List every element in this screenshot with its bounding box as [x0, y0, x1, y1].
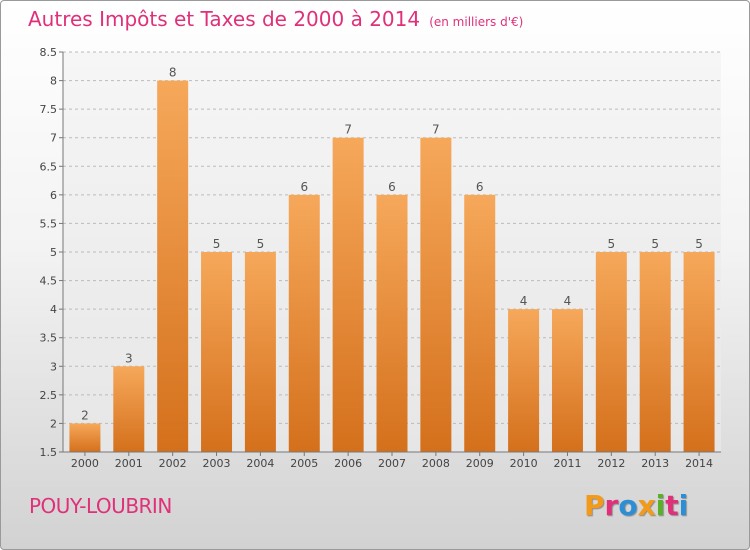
data-label: 6	[388, 180, 396, 194]
bar-2013	[639, 252, 671, 452]
y-tick-label: 3.5	[40, 332, 58, 345]
brand-letter: o	[618, 489, 638, 522]
x-tick-label: 2011	[553, 457, 581, 470]
x-tick-label: 2008	[422, 457, 450, 470]
bar-2012	[595, 252, 627, 452]
y-tick-label: 4	[50, 303, 57, 316]
y-tick-label: 7	[50, 132, 57, 145]
bar-2008	[420, 137, 452, 452]
x-tick-label: 2004	[246, 457, 274, 470]
x-tick-label: 2014	[685, 457, 713, 470]
chart-subtitle: (en milliers d'€)	[429, 15, 524, 29]
data-label: 5	[608, 237, 616, 251]
place-name: POUY-LOUBRIN	[29, 494, 172, 518]
data-label: 3	[125, 351, 133, 365]
y-tick-label: 2.5	[40, 389, 58, 402]
bar-2014	[683, 252, 715, 452]
bar-2011	[551, 309, 583, 452]
x-tick-label: 2007	[378, 457, 406, 470]
y-tick-label: 5.5	[40, 217, 58, 230]
x-tick-label: 2012	[597, 457, 625, 470]
brand-letter: r	[604, 489, 619, 522]
data-label: 7	[344, 123, 352, 137]
data-label: 6	[476, 180, 484, 194]
data-label: 2	[81, 408, 89, 422]
bar-2003	[201, 252, 233, 452]
chart-title-row: Autres Impôts et Taxes de 2000 à 2014 (e…	[28, 7, 523, 31]
data-label: 6	[300, 180, 308, 194]
y-tick-label: 7.5	[40, 103, 58, 116]
x-tick-label: 2005	[290, 457, 318, 470]
data-label: 5	[651, 237, 659, 251]
y-tick-label: 6.5	[40, 160, 58, 173]
y-tick-label: 5	[50, 246, 57, 259]
bar-2006	[332, 137, 364, 452]
data-label: 4	[520, 294, 528, 308]
x-tick-label: 2013	[641, 457, 669, 470]
bar-2000	[69, 423, 101, 452]
brand-letter: i	[655, 489, 666, 522]
y-tick-label: 2	[50, 417, 57, 430]
data-label: 8	[169, 66, 177, 80]
y-tick-label: 8.5	[40, 46, 58, 59]
x-tick-label: 2003	[203, 457, 231, 470]
bar-2001	[113, 366, 145, 452]
brand-letter: i	[678, 489, 689, 522]
bar-2005	[288, 194, 320, 452]
data-label: 5	[695, 237, 703, 251]
y-tick-label: 6	[50, 189, 57, 202]
x-tick-label: 2010	[510, 457, 538, 470]
brand-letter: P	[584, 489, 605, 522]
x-tick-label: 2006	[334, 457, 362, 470]
brand-logo: Proxiti	[584, 489, 688, 522]
data-label: 5	[257, 237, 265, 251]
bar-2009	[464, 194, 496, 452]
brand-letter: x	[637, 489, 656, 522]
y-tick-label: 1.5	[40, 446, 58, 459]
y-tick-label: 3	[50, 360, 57, 373]
y-tick-label: 8	[50, 75, 57, 88]
bars: 2 3 8 5 5 6 7 6 7 6 4 4 5 5 5	[69, 66, 715, 453]
data-label: 5	[213, 237, 221, 251]
x-tick-label: 2001	[115, 457, 143, 470]
chart-title: Autres Impôts et Taxes de 2000 à 2014	[28, 7, 421, 31]
axes: 1.5 2 2.5 3 3.5 4 4.5 5 5.5 6 6.5 7 7.5 8 8.5 2000 2001 2…	[40, 46, 721, 470]
y-tick-label: 4.5	[40, 275, 58, 288]
x-tick-label: 2000	[71, 457, 99, 470]
data-label: 7	[432, 123, 440, 137]
bar-2010	[508, 309, 540, 452]
brand-letter: t	[665, 489, 679, 522]
data-label: 4	[564, 294, 572, 308]
bar-2002	[157, 80, 189, 453]
bar-2007	[376, 194, 408, 452]
x-tick-label: 2009	[466, 457, 494, 470]
x-tick-label: 2002	[159, 457, 187, 470]
bar-2004	[244, 252, 276, 452]
